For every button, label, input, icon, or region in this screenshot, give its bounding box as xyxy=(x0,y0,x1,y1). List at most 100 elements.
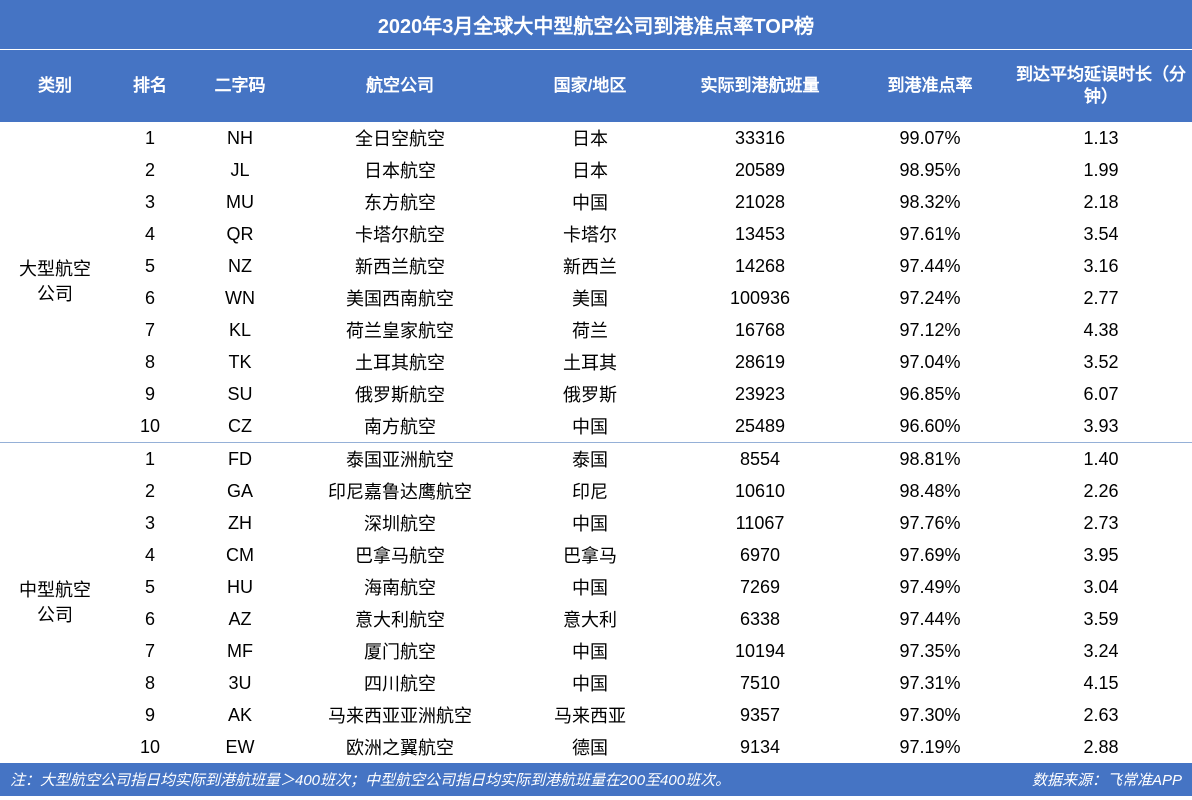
cell-code: 3U xyxy=(190,673,290,694)
cell-rank: 3 xyxy=(110,513,190,534)
cell-region: 巴拿马 xyxy=(510,542,670,568)
group-rows: 1FD泰国亚洲航空泰国855498.81%1.402GA印尼嘉鲁达鹰航空印尼10… xyxy=(110,443,1192,763)
cell-rank: 5 xyxy=(110,256,190,277)
cell-flights: 33316 xyxy=(670,128,850,149)
cell-rank: 6 xyxy=(110,609,190,630)
cell-delay: 2.73 xyxy=(1010,513,1192,534)
table-row: 3MU东方航空中国2102898.32%2.18 xyxy=(110,186,1192,218)
col-header-code: 二字码 xyxy=(190,61,290,111)
table-row: 2GA印尼嘉鲁达鹰航空印尼1061098.48%2.26 xyxy=(110,475,1192,507)
cell-code: MU xyxy=(190,192,290,213)
cell-delay: 1.99 xyxy=(1010,160,1192,181)
group-label: 中型航空公司 xyxy=(0,443,110,763)
table-header-row: 类别 排名 二字码 航空公司 国家/地区 实际到港航班量 到港准点率 到达平均延… xyxy=(0,50,1192,122)
cell-flights: 14268 xyxy=(670,256,850,277)
cell-code: FD xyxy=(190,449,290,470)
cell-rank: 7 xyxy=(110,320,190,341)
cell-flights: 7510 xyxy=(670,673,850,694)
cell-flights: 100936 xyxy=(670,288,850,309)
cell-airline: 欧洲之翼航空 xyxy=(290,734,510,760)
cell-rank: 8 xyxy=(110,352,190,373)
col-header-rank: 排名 xyxy=(110,61,190,111)
cell-code: MF xyxy=(190,641,290,662)
cell-flights: 28619 xyxy=(670,352,850,373)
cell-code: ZH xyxy=(190,513,290,534)
group-label: 大型航空公司 xyxy=(0,122,110,442)
cell-code: CZ xyxy=(190,416,290,437)
cell-code: HU xyxy=(190,577,290,598)
cell-code: NH xyxy=(190,128,290,149)
cell-ontime: 97.30% xyxy=(850,705,1010,726)
cell-code: AK xyxy=(190,705,290,726)
cell-rank: 8 xyxy=(110,673,190,694)
cell-rank: 5 xyxy=(110,577,190,598)
cell-airline: 俄罗斯航空 xyxy=(290,381,510,407)
cell-airline: 深圳航空 xyxy=(290,510,510,536)
footer-note: 注：大型航空公司指日均实际到港航班量＞400班次；中型航空公司指日均实际到港航班… xyxy=(10,769,730,790)
table-row: 6AZ意大利航空意大利633897.44%3.59 xyxy=(110,603,1192,635)
cell-ontime: 97.49% xyxy=(850,577,1010,598)
cell-delay: 3.24 xyxy=(1010,641,1192,662)
table-row: 4CM巴拿马航空巴拿马697097.69%3.95 xyxy=(110,539,1192,571)
cell-delay: 2.18 xyxy=(1010,192,1192,213)
cell-rank: 9 xyxy=(110,705,190,726)
table-title: 2020年3月全球大中型航空公司到港准点率TOP榜 xyxy=(0,0,1192,50)
cell-region: 中国 xyxy=(510,638,670,664)
cell-rank: 4 xyxy=(110,224,190,245)
cell-region: 卡塔尔 xyxy=(510,221,670,247)
cell-region: 印尼 xyxy=(510,478,670,504)
col-header-region: 国家/地区 xyxy=(510,61,670,111)
table-row: 10EW欧洲之翼航空德国913497.19%2.88 xyxy=(110,731,1192,763)
table-row: 3ZH深圳航空中国1106797.76%2.73 xyxy=(110,507,1192,539)
table-row: 8TK土耳其航空土耳其2861997.04%3.52 xyxy=(110,346,1192,378)
cell-delay: 3.93 xyxy=(1010,416,1192,437)
cell-ontime: 97.31% xyxy=(850,673,1010,694)
cell-region: 美国 xyxy=(510,285,670,311)
cell-delay: 6.07 xyxy=(1010,384,1192,405)
cell-delay: 3.95 xyxy=(1010,545,1192,566)
table-row: 5NZ新西兰航空新西兰1426897.44%3.16 xyxy=(110,250,1192,282)
cell-airline: 新西兰航空 xyxy=(290,253,510,279)
cell-rank: 6 xyxy=(110,288,190,309)
cell-region: 中国 xyxy=(510,574,670,600)
cell-region: 中国 xyxy=(510,670,670,696)
cell-flights: 23923 xyxy=(670,384,850,405)
cell-ontime: 97.12% xyxy=(850,320,1010,341)
cell-region: 日本 xyxy=(510,125,670,151)
table-row: 10CZ南方航空中国2548996.60%3.93 xyxy=(110,410,1192,442)
cell-ontime: 96.60% xyxy=(850,416,1010,437)
cell-airline: 四川航空 xyxy=(290,670,510,696)
cell-rank: 10 xyxy=(110,416,190,437)
cell-code: KL xyxy=(190,320,290,341)
cell-airline: 南方航空 xyxy=(290,413,510,439)
cell-delay: 3.59 xyxy=(1010,609,1192,630)
cell-delay: 3.52 xyxy=(1010,352,1192,373)
cell-airline: 卡塔尔航空 xyxy=(290,221,510,247)
cell-delay: 3.04 xyxy=(1010,577,1192,598)
table-row: 1FD泰国亚洲航空泰国855498.81%1.40 xyxy=(110,443,1192,475)
cell-region: 土耳其 xyxy=(510,349,670,375)
cell-flights: 6338 xyxy=(670,609,850,630)
cell-ontime: 97.24% xyxy=(850,288,1010,309)
cell-flights: 9134 xyxy=(670,737,850,758)
cell-flights: 20589 xyxy=(670,160,850,181)
cell-flights: 10610 xyxy=(670,481,850,502)
cell-ontime: 98.95% xyxy=(850,160,1010,181)
table-row: 9SU俄罗斯航空俄罗斯2392396.85%6.07 xyxy=(110,378,1192,410)
cell-code: SU xyxy=(190,384,290,405)
group-rows: 1NH全日空航空日本3331699.07%1.132JL日本航空日本205899… xyxy=(110,122,1192,442)
cell-airline: 全日空航空 xyxy=(290,125,510,151)
cell-flights: 8554 xyxy=(670,449,850,470)
cell-ontime: 99.07% xyxy=(850,128,1010,149)
col-header-airline: 航空公司 xyxy=(290,61,510,111)
cell-delay: 2.26 xyxy=(1010,481,1192,502)
cell-flights: 10194 xyxy=(670,641,850,662)
cell-airline: 意大利航空 xyxy=(290,606,510,632)
cell-code: NZ xyxy=(190,256,290,277)
table-row: 4QR卡塔尔航空卡塔尔1345397.61%3.54 xyxy=(110,218,1192,250)
cell-delay: 4.15 xyxy=(1010,673,1192,694)
table-row: 7MF厦门航空中国1019497.35%3.24 xyxy=(110,635,1192,667)
cell-region: 荷兰 xyxy=(510,317,670,343)
cell-ontime: 98.81% xyxy=(850,449,1010,470)
cell-ontime: 96.85% xyxy=(850,384,1010,405)
